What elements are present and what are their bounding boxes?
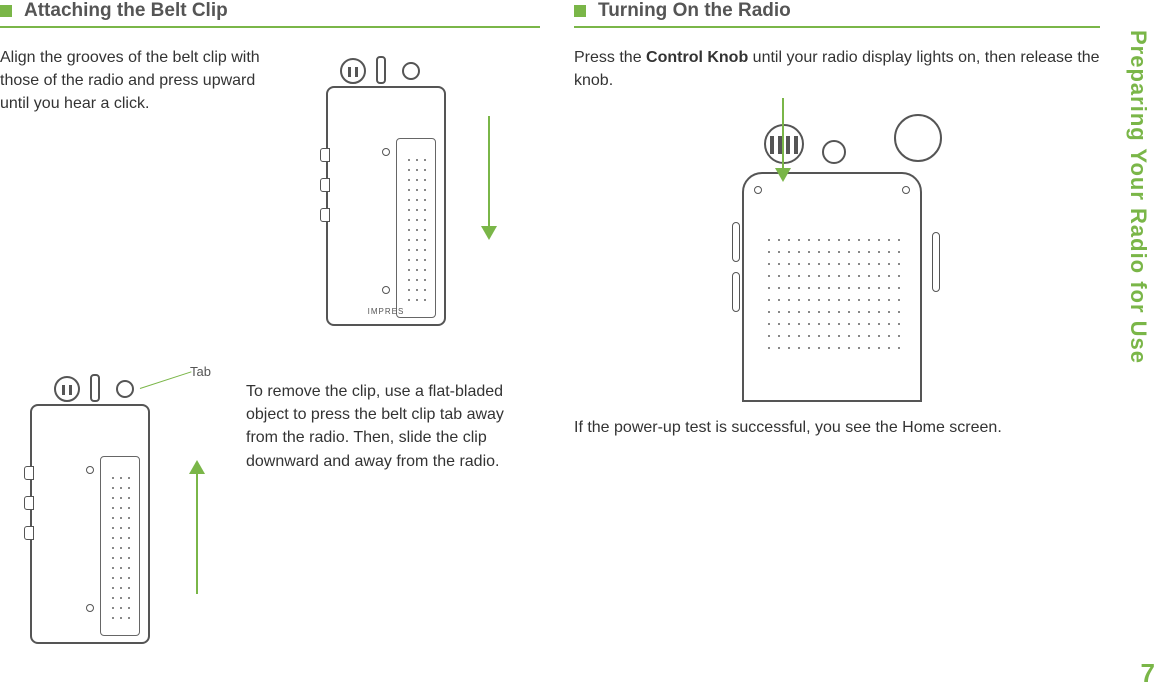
accent-square-icon <box>0 5 12 17</box>
control-knob-label: Control Knob <box>646 49 748 66</box>
accent-square-icon <box>574 5 586 17</box>
text-fragment: Press the <box>574 49 646 66</box>
turn-on-instruction: Press the Control Knob until your radio … <box>574 46 1100 92</box>
section-title: Turning On the Radio <box>598 0 791 22</box>
section-title: Attaching the Belt Clip <box>24 0 228 22</box>
radio-back-figure-remove: Tab <box>0 354 230 684</box>
radio-back-figure-attach: IMPRES <box>286 46 496 346</box>
side-running-head: Preparing Your Radio for Use <box>1125 30 1155 630</box>
arrow-down-icon <box>782 98 784 168</box>
arrow-down-icon <box>488 116 490 226</box>
belt-clip-attach-text: Align the grooves of the belt clip with … <box>0 46 270 116</box>
belt-clip-remove-text: To remove the clip, use a flat-bladed ob… <box>246 380 526 473</box>
section-header-belt-clip: Attaching the Belt Clip <box>0 0 540 28</box>
power-up-text: If the power-up test is successful, you … <box>574 416 1100 439</box>
section-header-turn-on: Turning On the Radio <box>574 0 1100 28</box>
arrow-up-icon <box>196 474 198 594</box>
side-label-text: Preparing Your Radio for Use <box>1125 30 1151 364</box>
tab-callout-label: Tab <box>190 364 211 379</box>
brand-label: IMPRES <box>368 307 405 316</box>
page-number: 7 <box>1141 658 1155 689</box>
radio-top-figure <box>702 102 972 402</box>
